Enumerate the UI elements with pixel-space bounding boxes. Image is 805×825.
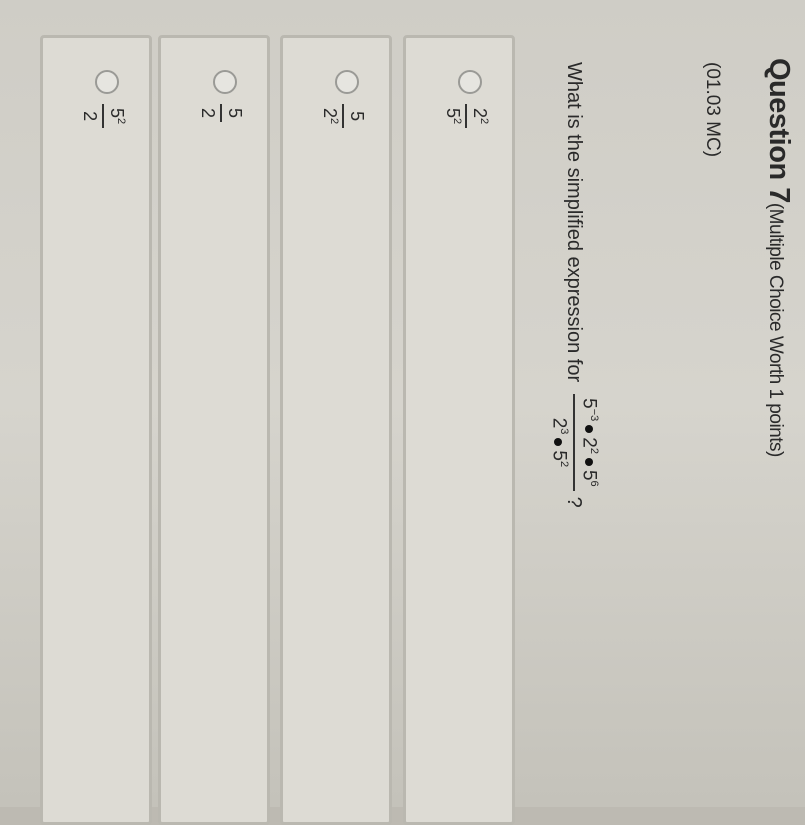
num-exp: 2 [115, 118, 127, 125]
den-base: 2 [320, 108, 340, 119]
answer-choice-a[interactable]: 22 52 [403, 35, 515, 825]
question-code: (01.03 MC) [702, 62, 723, 158]
question-number: Question 7 [763, 58, 795, 203]
denominator: 2 [79, 107, 100, 125]
choice-fraction: 22 52 [442, 104, 490, 129]
multiply-dot [584, 425, 593, 434]
fraction-bar [465, 104, 467, 129]
exponent: 3 [557, 428, 570, 435]
exponent: 2 [588, 447, 600, 454]
denominator: 52 [442, 104, 463, 128]
exponent: 2 [557, 460, 570, 468]
num-base: 5 [225, 108, 245, 119]
expression-numerator: 5−32256 [578, 394, 600, 491]
exponent: −3 [588, 408, 600, 422]
radio-button[interactable] [458, 70, 482, 94]
radio-button[interactable] [213, 70, 237, 94]
prompt-text: What is the simplified expression for [563, 62, 586, 383]
fraction-bar [102, 104, 104, 129]
term: 5 [578, 398, 600, 409]
answer-choice-c[interactable]: 5 2 [158, 35, 270, 825]
expression-fraction: 5−32256 2352 [547, 394, 600, 491]
num-base: 5 [347, 111, 367, 122]
choice-fraction: 52 2 [79, 104, 127, 129]
numerator: 5 [346, 107, 367, 125]
den-exp: 2 [451, 118, 463, 125]
den-base: 2 [198, 108, 218, 119]
fraction-bar [572, 394, 575, 491]
term: 5 [548, 450, 570, 461]
numerator: 22 [469, 104, 490, 128]
answer-choice-b[interactable]: 5 22 [280, 35, 392, 825]
num-base: 5 [107, 108, 127, 119]
den-exp: 2 [328, 118, 340, 125]
denominator: 22 [319, 104, 340, 128]
fraction-bar [342, 104, 344, 129]
term: 2 [578, 437, 600, 448]
numerator: 5 [224, 104, 245, 122]
term: 5 [578, 469, 600, 481]
radio-button[interactable] [95, 70, 119, 94]
radio-button[interactable] [335, 70, 359, 94]
den-base: 5 [443, 108, 463, 119]
den-base: 2 [80, 111, 100, 122]
question-type: (Multiple Choice Worth 1 points) [765, 202, 786, 457]
answer-choice-d[interactable]: 52 2 [40, 35, 152, 825]
num-base: 2 [470, 108, 490, 119]
question-prompt: What is the simplified expression for 5−… [547, 62, 600, 508]
num-exp: 2 [478, 118, 490, 125]
multiply-dot [554, 438, 563, 447]
choice-fraction: 5 22 [319, 104, 367, 129]
expression-denominator: 2352 [547, 414, 569, 471]
multiply-dot [584, 457, 593, 466]
term: 2 [548, 417, 570, 429]
denominator: 2 [197, 104, 218, 122]
question-title: Question 7(Multiple Choice Worth 1 point… [762, 58, 795, 457]
numerator: 52 [106, 104, 127, 128]
question-mark: ? [563, 496, 586, 508]
fraction-bar [220, 104, 222, 123]
exponent: 6 [588, 480, 600, 487]
choice-fraction: 5 2 [197, 104, 245, 123]
